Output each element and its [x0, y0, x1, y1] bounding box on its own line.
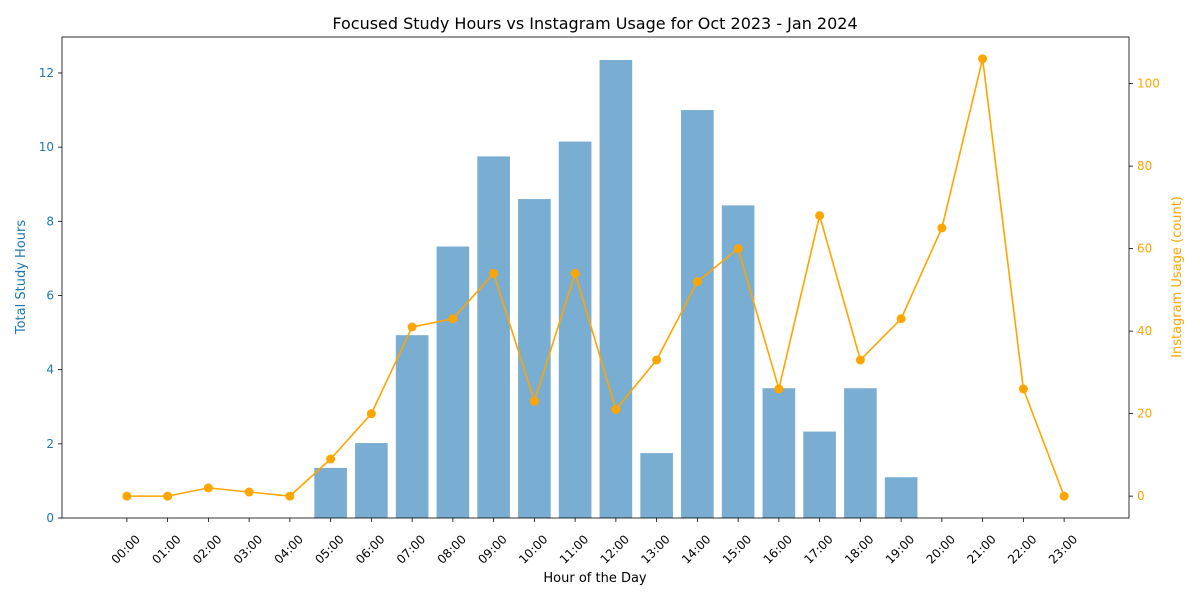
right-y-tick-label: 40: [1137, 324, 1152, 338]
instagram-point-2000: [937, 223, 947, 233]
instagram-point-0900: [489, 268, 499, 278]
instagram-point-1300: [652, 355, 662, 365]
instagram-point-0300: [244, 487, 254, 497]
x-tick-label: 05:00: [312, 532, 346, 566]
instagram-usage-line: [126, 58, 1065, 497]
instagram-point-1600: [774, 384, 784, 394]
instagram-point-0100: [163, 491, 173, 501]
bar-1100: [558, 141, 592, 518]
x-axis-label: Hour of the Day: [543, 571, 647, 586]
left-y-tick-label: 0: [46, 511, 54, 525]
x-tick-label: 07:00: [394, 532, 428, 566]
bar-1300: [640, 453, 673, 518]
x-tick-label: 06:00: [353, 532, 387, 566]
bar-1700: [803, 431, 836, 518]
x-tick-label: 09:00: [475, 532, 509, 566]
x-tick-label: 18:00: [842, 532, 876, 566]
plot-frame: [61, 36, 1130, 519]
bar-0700: [395, 335, 429, 518]
right-y-axis-label: Instagram Usage (count): [1170, 196, 1185, 358]
instagram-point-0500: [326, 454, 336, 464]
x-tick-label: 15:00: [720, 532, 754, 566]
x-tick-label: 23:00: [1046, 532, 1080, 566]
x-tick-label: 01:00: [149, 532, 183, 566]
x-tick-label: 03:00: [231, 532, 265, 566]
instagram-point-0000: [122, 491, 132, 501]
instagram-point-1000: [529, 396, 539, 406]
plot-area: 00:00 01:00 02:00 03:00 04:00 05:00 06:00 07:00…: [39, 36, 1160, 567]
instagram-point-1800: [855, 355, 865, 365]
x-tick-label: 04:00: [272, 532, 306, 566]
x-tick-label: 13:00: [638, 532, 672, 566]
x-tick-label: 00:00: [109, 532, 143, 566]
bar-1900: [884, 477, 918, 518]
bar-1200: [599, 59, 633, 518]
left-y-tick-label: 10: [39, 140, 54, 154]
x-tick-label: 20:00: [924, 532, 958, 566]
bar-1400: [681, 110, 714, 518]
instagram-point-0700: [407, 322, 417, 332]
bar-0800: [436, 246, 470, 518]
right-y-tick-label: 20: [1137, 407, 1152, 421]
x-tick-label: 17:00: [801, 532, 835, 566]
instagram-point-2100: [978, 54, 988, 64]
x-tick-label: 11:00: [557, 532, 591, 566]
x-tick-label: 22:00: [1005, 532, 1039, 566]
bar-0900: [477, 156, 510, 518]
bar-1800: [844, 388, 877, 518]
instagram-point-2300: [1059, 491, 1069, 501]
left-y-tick-label: 8: [46, 214, 54, 228]
instagram-point-1400: [692, 277, 702, 287]
left-y-tick-label: 2: [46, 437, 54, 451]
instagram-point-1200: [611, 405, 621, 415]
x-tick-label: 19:00: [883, 532, 917, 566]
left-y-axis-label: Total Study Hours: [14, 220, 29, 335]
bar-0500: [314, 467, 347, 518]
chart-title: Focused Study Hours vs Instagram Usage f…: [332, 14, 857, 33]
instagram-point-2200: [1018, 384, 1028, 394]
left-y-tick-label: 6: [46, 288, 54, 302]
right-y-tick-label: 0: [1137, 489, 1145, 503]
instagram-point-0400: [285, 491, 295, 501]
instagram-point-1900: [896, 314, 906, 324]
x-tick-label: 08:00: [435, 532, 469, 566]
x-tick-label: 16:00: [761, 532, 795, 566]
right-y-tick-label: 100: [1137, 77, 1160, 91]
instagram-point-1100: [570, 268, 580, 278]
x-tick-label: 10:00: [516, 532, 550, 566]
bar-0600: [355, 443, 388, 518]
x-tick-label: 02:00: [190, 532, 224, 566]
x-tick-label: 14:00: [679, 532, 713, 566]
left-y-tick-label: 12: [39, 66, 54, 80]
instagram-point-0200: [203, 483, 213, 493]
x-tick-label: 12:00: [598, 532, 632, 566]
x-tick-label: 21:00: [964, 532, 998, 566]
instagram-point-0800: [448, 314, 458, 324]
instagram-point-1700: [815, 211, 825, 221]
bar-1000: [518, 199, 551, 518]
bar-1600: [762, 388, 796, 518]
right-y-tick-label: 60: [1137, 242, 1152, 256]
left-y-tick-label: 4: [46, 363, 54, 377]
instagram-point-0600: [366, 409, 376, 419]
right-y-tick-label: 80: [1137, 159, 1152, 173]
instagram-point-1500: [733, 244, 743, 254]
